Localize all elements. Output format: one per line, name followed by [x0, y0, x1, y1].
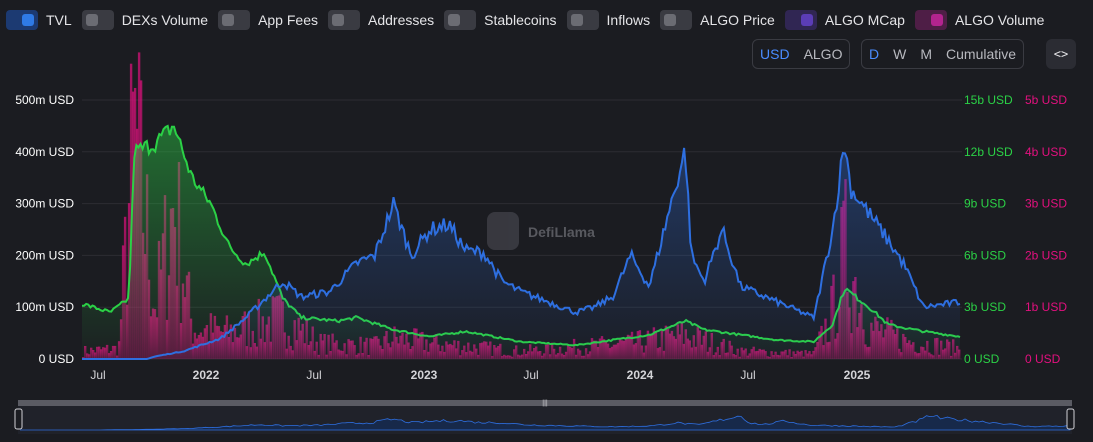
axes-layer: 0 USD 100m USD 200m USD 300m USD 400m USD 500…	[15, 93, 1067, 382]
toggle-knob	[570, 14, 583, 26]
toggle-dexs-volume[interactable]: DEXs Volume	[81, 10, 209, 30]
toggle-knob	[664, 14, 677, 26]
toggle-knob	[930, 14, 943, 26]
defillama-logo-icon	[487, 212, 519, 250]
y-right-volume-tick-label: 1b USD	[1025, 300, 1067, 314]
currency-option-usd[interactable]: USD	[760, 46, 790, 62]
series-toggles: TVL DEXs Volume App Fees Addresses Stablecoi…	[6, 10, 1044, 30]
interval-option-m[interactable]: M	[920, 46, 933, 62]
toggle-addresses[interactable]: Addresses	[328, 10, 434, 30]
y-right-mcap-tick-label: 15b USD	[964, 93, 1013, 107]
x-tick-label: Jul	[740, 368, 755, 382]
toggle-knob	[85, 14, 98, 26]
toggle-label: App Fees	[258, 12, 318, 28]
toggle-knob	[800, 14, 813, 26]
toggle-switch-icon	[81, 10, 114, 30]
brush-preview-tvl	[20, 414, 1071, 431]
y-left-tick-label: 400m USD	[15, 145, 74, 159]
toggle-label: Addresses	[368, 12, 435, 28]
toggle-switch-icon	[328, 10, 360, 30]
toggle-label: TVL	[46, 12, 72, 28]
y-left-tick-label: 200m USD	[15, 248, 74, 262]
y-right-volume-tick-label: 5b USD	[1025, 93, 1067, 107]
toggle-label: ALGO Price	[700, 12, 775, 28]
x-tick-label: Jul	[306, 368, 321, 382]
x-tick-label: 2025	[844, 368, 871, 382]
y-left-tick-label: 500m USD	[15, 93, 74, 107]
toggle-algo-price[interactable]: ALGO Price	[660, 10, 775, 30]
toggle-stablecoins[interactable]: Stablecoins	[444, 10, 557, 30]
x-tick-label: Jul	[523, 368, 538, 382]
toggle-knob	[332, 14, 344, 26]
y-right-volume-tick-label: 2b USD	[1025, 248, 1067, 262]
toggle-tvl[interactable]: TVL	[6, 10, 72, 30]
y-right-mcap-tick-label: 9b USD	[964, 197, 1006, 211]
x-tick-label: Jul	[90, 368, 105, 382]
toggle-switch-icon	[444, 10, 477, 30]
toggle-switch-icon	[660, 10, 693, 30]
toggle-switch-icon	[6, 10, 38, 30]
toggle-switch-icon	[218, 10, 251, 30]
series-layer	[82, 52, 961, 360]
brush-selection-bar[interactable]	[18, 400, 1072, 406]
y-right-mcap-tick-label: 12b USD	[964, 145, 1013, 159]
brush-handle-left[interactable]	[14, 408, 23, 430]
y-left-tick-label: 300m USD	[15, 197, 74, 211]
y-left-tick-label: 0 USD	[39, 352, 75, 366]
range-brush[interactable]: |||	[14, 400, 1075, 434]
toggle-label: DEXs Volume	[121, 12, 209, 28]
tvl-line	[82, 147, 961, 360]
x-tick-label: 2023	[411, 368, 438, 382]
interval-option-cumulative[interactable]: Cumulative	[946, 46, 1017, 62]
y-right-volume-tick-label: 0 USD	[1025, 352, 1061, 366]
y-right-mcap-tick-label: 3b USD	[964, 300, 1006, 314]
toggle-knob	[222, 14, 235, 26]
toggle-inflows[interactable]: Inflows	[566, 10, 651, 30]
y-right-volume-tick-label: 3b USD	[1025, 197, 1067, 211]
currency-switch: USD ALGO	[752, 39, 851, 69]
y-left-tick-label: 100m USD	[15, 300, 74, 314]
watermark: DefiLlama	[487, 212, 595, 250]
toggle-label: Inflows	[606, 12, 651, 28]
interval-switch: D W M Cumulative	[861, 39, 1025, 69]
toggle-label: ALGO MCap	[824, 12, 905, 28]
interval-option-w[interactable]: W	[893, 46, 907, 62]
toggle-switch-icon	[914, 10, 947, 30]
volume-bar	[123, 216, 127, 359]
y-right-volume-tick-label: 4b USD	[1025, 145, 1067, 159]
embed-button[interactable]: <>	[1046, 39, 1076, 69]
toggle-label: ALGO Volume	[954, 12, 1045, 28]
tvl-area	[82, 147, 960, 359]
toggle-algo-volume[interactable]: ALGO Volume	[914, 10, 1045, 30]
toggle-app-fees[interactable]: App Fees	[218, 10, 318, 30]
y-right-mcap-tick-label: 0 USD	[964, 352, 1000, 366]
toggle-knob	[22, 14, 34, 26]
y-right-mcap-tick-label: 6b USD	[964, 248, 1006, 262]
toggle-switch-icon	[566, 10, 599, 30]
brush-handle-right[interactable]	[1066, 408, 1075, 430]
toggle-switch-icon	[784, 10, 817, 30]
toggle-algo-mcap[interactable]: ALGO MCap	[784, 10, 905, 30]
brush-grip-icon[interactable]: |||	[542, 400, 548, 407]
watermark-text: DefiLlama	[528, 224, 595, 240]
toggle-label: Stablecoins	[484, 12, 557, 28]
x-tick-label: 2022	[193, 368, 220, 382]
interval-option-d[interactable]: D	[869, 46, 880, 62]
currency-option-algo[interactable]: ALGO	[803, 46, 843, 62]
x-tick-label: 2024	[627, 368, 654, 382]
toggle-knob	[448, 14, 461, 26]
